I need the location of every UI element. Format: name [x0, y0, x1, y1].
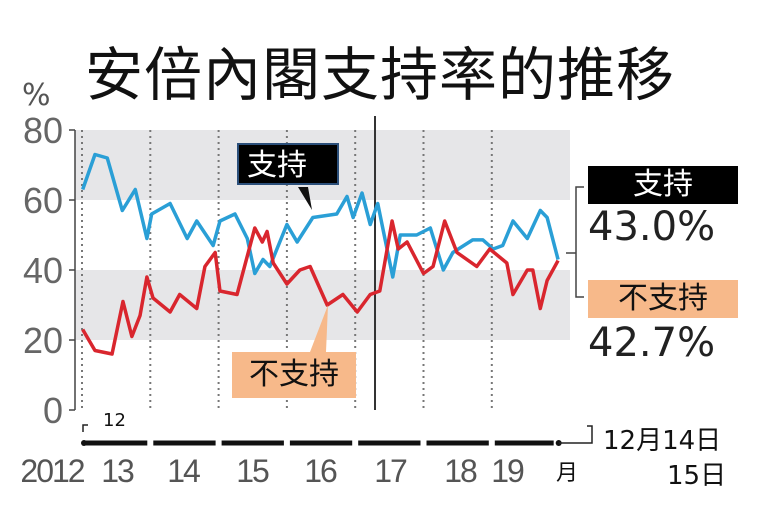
end-month-label: 月 — [556, 461, 579, 486]
latest-disapproval-value: 42.7% — [588, 320, 716, 366]
x-end-tick — [558, 425, 593, 444]
latest-support-label: 支持 — [588, 166, 738, 204]
y-tick-label: 80 — [23, 110, 63, 151]
y-axis-unit: % — [22, 78, 51, 113]
chart-title: 安倍內閣支持率的推移 — [85, 41, 676, 109]
x-tick-label: 19 — [491, 453, 524, 489]
date-line-2: 15日 — [667, 461, 727, 491]
y-tick-label: 0 — [43, 390, 63, 431]
disapproval-callout: 不支持 — [232, 352, 356, 398]
latest-disapproval-label: 不支持 — [588, 280, 738, 318]
y-tick-label: 20 — [23, 320, 63, 361]
y-tick-label: 60 — [23, 180, 63, 221]
x-start-tick — [82, 424, 88, 432]
latest-bracket — [566, 186, 584, 298]
x-tick-label: 15 — [236, 453, 269, 489]
x-tick-label: 16 — [304, 453, 337, 489]
disapproval-callout-pointer — [310, 305, 328, 352]
x-tick-label: 13 — [101, 453, 134, 489]
support-callout-pointer — [298, 187, 312, 210]
x-tick-label: 14 — [167, 453, 200, 489]
x-tick-label: 2012 — [20, 453, 84, 489]
y-tick-label: 40 — [23, 250, 63, 291]
date-line-1: 12月14日 — [603, 426, 722, 456]
latest-support-value: 43.0% — [588, 204, 716, 250]
x-tick-label: 18 — [444, 453, 477, 489]
x-tick-label: 17 — [374, 453, 407, 489]
start-month-label: 12 — [103, 410, 126, 431]
support-callout: 支持 — [237, 143, 339, 185]
